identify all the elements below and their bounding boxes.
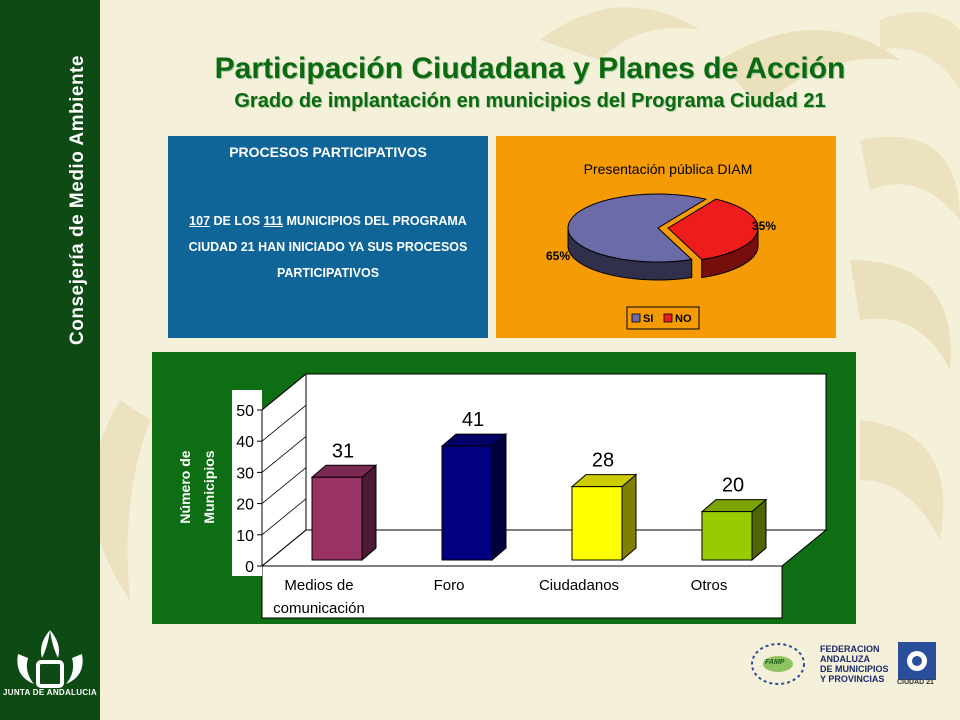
bar-chart-panel: 0 10 20 30 40 50 Número de Municipios 31 Medios d… <box>152 352 856 624</box>
footer-logos <box>751 642 936 685</box>
bar-side <box>621 473 637 562</box>
bar-chart-tick-area <box>232 390 262 576</box>
bar-side <box>491 432 507 562</box>
sidebar-band: Consejería de Medio Ambiente <box>0 0 100 720</box>
bar-chart-ylabel-line2: Municipios <box>201 450 217 523</box>
page-title: Participación Ciudadana y Planes de Acci… <box>214 52 846 85</box>
info-text-part-b: MUNICIPIOS DEL PROGRAMA CIUDAD 21 HAN IN… <box>188 214 468 280</box>
pie-legend-label-no: NO <box>675 313 692 325</box>
bar-category-label: Ciudadanos <box>539 577 619 594</box>
bar-category-label: Foro <box>434 577 465 594</box>
pie-legend-swatch-si <box>631 313 641 323</box>
bar-chart: 0 10 20 30 40 50 Número de Municipios 31 Medios d… <box>177 372 828 619</box>
bar-category-label: Otros <box>691 577 728 594</box>
pie-chart-title: Presentación pública DIAM <box>584 161 753 177</box>
pie-label-si: 65% <box>546 249 570 263</box>
pie-legend-swatch-no <box>663 313 673 323</box>
bar-value-label: 41 <box>462 409 484 431</box>
bar-chart-tick-depth <box>261 404 307 442</box>
junta-andalucia-logo <box>17 630 83 688</box>
info-text-part-a: DE LOS <box>210 214 264 228</box>
bar-value-label: 31 <box>332 440 354 462</box>
pie-legend-label-si: SI <box>643 313 653 325</box>
bar-chart-category-area <box>261 565 783 619</box>
municipalities-total-count: 111 <box>263 214 283 228</box>
bar-chart-tick-label: 30 <box>236 465 254 482</box>
info-box-text: 107 DE LOS 111 MUNICIPIOS DEL PROGRAMA C… <box>183 208 473 286</box>
bar-chart-tick-label: 20 <box>236 497 254 514</box>
pie-slice-si <box>567 193 708 263</box>
federation-logo-text: FEDERACION ANDALUZA DE MUNICIPIOS Y PROV… <box>820 644 889 684</box>
bar-chart-tick-depth <box>261 529 307 567</box>
pie-chart: Presentación pública DIAM 35% 65% SI NO <box>546 161 776 330</box>
bar-chart-tick-depth <box>261 373 307 411</box>
bar-side <box>361 464 377 562</box>
bar-category-label: Medios de <box>284 577 353 594</box>
famp-badge-text: FAMP <box>765 659 785 666</box>
bar <box>701 511 753 561</box>
bar <box>441 445 493 561</box>
bar-chart-tick-label: 10 <box>236 528 254 545</box>
bar-value-label: 20 <box>722 475 744 497</box>
pie-chart-panel: Presentación pública DIAM 35% 65% SI NO <box>496 136 836 338</box>
municipalities-started-count: 107 <box>189 214 211 228</box>
pie-slice-no <box>667 198 759 261</box>
bar-chart-tick-depth <box>261 436 307 473</box>
bar-chart-tick-label: 50 <box>236 403 254 420</box>
bar <box>311 476 363 561</box>
bar-category-label: comunicación <box>273 600 365 617</box>
bar-chart-tick-label: 40 <box>236 434 254 451</box>
ciudad21-logo-text: CIUDAD 21 <box>897 679 934 686</box>
pie-label-no: 35% <box>752 219 776 233</box>
page-subtitle: Grado de implantación en municipios del … <box>234 90 826 112</box>
bar-chart-tick-label: 0 <box>245 559 254 576</box>
bar <box>571 486 623 561</box>
junta-andalucia-wordmark: JUNTA DE ANDALUCIA <box>3 688 97 697</box>
bar-value-label: 28 <box>592 450 614 472</box>
participation-info-box: PROCESOS PARTICIPATIVOS 107 DE LOS 111 M… <box>168 136 488 338</box>
bar-chart-tick-depth <box>261 498 307 536</box>
organization-label: Consejería de Medio Ambiente <box>67 55 88 345</box>
pie-legend-box <box>626 306 700 330</box>
bar-chart-tick-depth <box>261 467 307 504</box>
bar-chart-ylabel-line1: Número de <box>177 450 193 523</box>
info-box-heading: PROCESOS PARTICIPATIVOS <box>229 144 427 160</box>
